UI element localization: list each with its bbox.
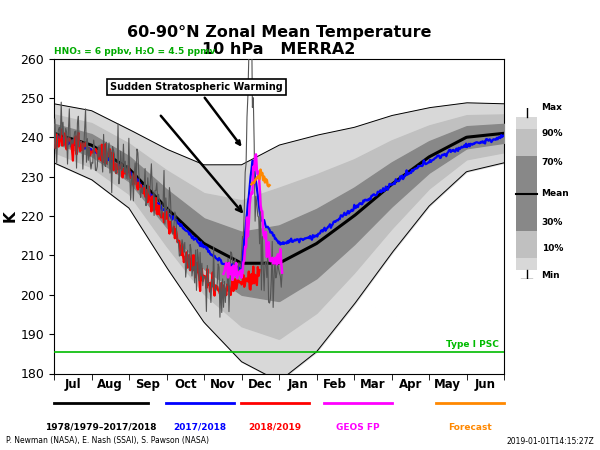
Text: Sudden Stratospheric Warming: Sudden Stratospheric Warming: [110, 82, 283, 144]
Text: Forecast: Forecast: [448, 423, 492, 432]
Text: 70%: 70%: [542, 158, 563, 167]
Text: Type I PSC: Type I PSC: [445, 340, 499, 349]
Text: 10%: 10%: [542, 244, 563, 253]
Title: 60-90°N Zonal Mean Temperature
10 hPa   MERRA2: 60-90°N Zonal Mean Temperature 10 hPa ME…: [127, 25, 431, 57]
Text: 1978/1979–2017/2018: 1978/1979–2017/2018: [45, 423, 157, 432]
Text: P. Newman (NASA), E. Nash (SSAI), S. Pawson (NASA): P. Newman (NASA), E. Nash (SSAI), S. Paw…: [6, 436, 209, 446]
Y-axis label: K: K: [2, 210, 17, 222]
Text: 2019-01-01T14:15:27Z: 2019-01-01T14:15:27Z: [506, 436, 594, 446]
Text: GEOS FP: GEOS FP: [336, 423, 380, 432]
Bar: [516, 129, 538, 258]
Bar: [516, 117, 538, 270]
Text: 90%: 90%: [542, 129, 563, 138]
Text: 2017/2018: 2017/2018: [173, 423, 227, 432]
Text: 2018/2019: 2018/2019: [248, 423, 302, 432]
Text: Min: Min: [542, 271, 560, 280]
Text: HNO₃ = 6 ppbv, H₂O = 4.5 ppmv: HNO₃ = 6 ppbv, H₂O = 4.5 ppmv: [54, 47, 215, 56]
Text: Max: Max: [542, 104, 562, 112]
Text: 30%: 30%: [542, 218, 563, 227]
Bar: [516, 156, 538, 231]
Text: Mean: Mean: [542, 189, 569, 198]
